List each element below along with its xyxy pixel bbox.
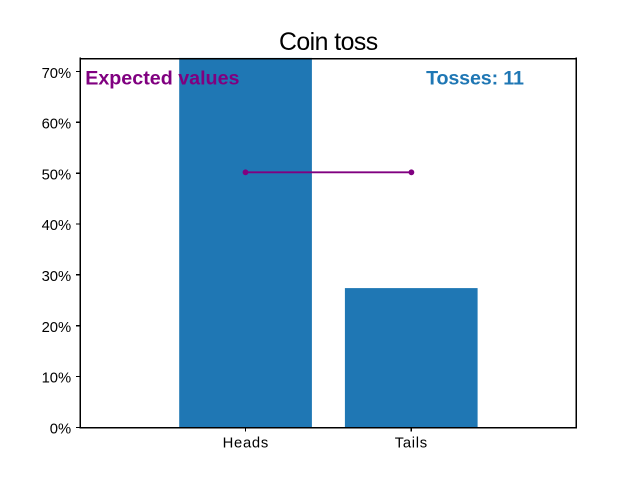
svg-text:Coin toss: Coin toss [279,29,378,56]
svg-text:20%: 20% [42,320,72,336]
svg-text:Tosses: 11: Tosses: 11 [426,67,524,89]
svg-text:Heads: Heads [223,435,269,451]
svg-text:Expected values: Expected values [85,67,239,89]
svg-text:50%: 50% [42,167,72,183]
svg-text:0%: 0% [50,422,71,438]
svg-text:40%: 40% [42,218,72,234]
svg-text:30%: 30% [42,269,72,285]
svg-text:70%: 70% [42,66,72,82]
svg-text:Tails: Tails [395,435,428,451]
svg-text:60%: 60% [42,117,72,133]
svg-text:10%: 10% [42,371,72,387]
